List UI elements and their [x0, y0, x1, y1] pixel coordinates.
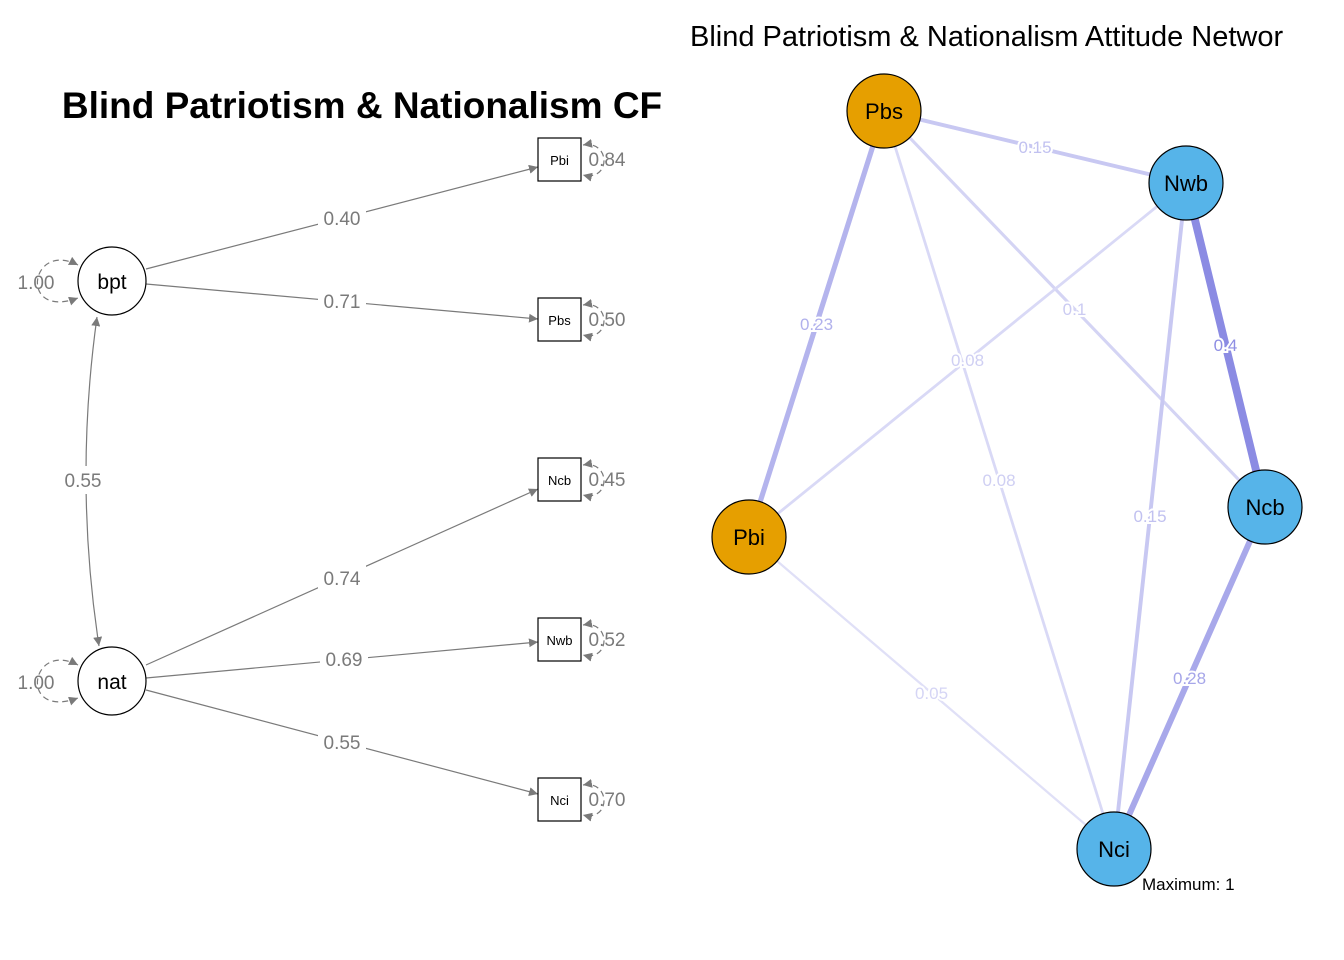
- loading-label-nat-ncb: 0.74: [324, 569, 361, 590]
- manifest-label-ncb: Ncb: [548, 473, 571, 488]
- edge-label-ncb-nci: 0.28: [1173, 669, 1206, 688]
- edge-pbi-nci: [747, 535, 1116, 851]
- manifest-label-pbs: Pbs: [548, 313, 571, 328]
- network-node-pbs: Pbs: [846, 73, 922, 149]
- latent-label-bpt: bpt: [97, 271, 126, 294]
- loading-label-nat-nwb: 0.69: [326, 650, 363, 671]
- manifest-node-ncb: Ncb 0.45: [537, 457, 626, 502]
- residual-loop-ncb: [582, 458, 605, 502]
- manifest-node-nci: Nci 0.70: [537, 777, 626, 822]
- node-circle: [1227, 469, 1303, 545]
- node-circle: [711, 499, 787, 575]
- network-node-nwb: Nwb: [1148, 145, 1224, 221]
- attitude-network-graph: Blind Patriotism & Nationalism Attitude …: [690, 21, 1303, 894]
- edge-pbs-ncb: [882, 109, 1267, 509]
- edge-label-pbi-nci: 0.05: [915, 684, 948, 703]
- loading-labels: 0.40 0.71 0.74 0.69 0.55: [318, 205, 368, 755]
- manifest-label-nci: Nci: [550, 793, 569, 808]
- loading-label-bg: [318, 565, 366, 591]
- residual-label-pbs: 0.50: [589, 310, 626, 331]
- edge-nwb-ncb: [1182, 179, 1269, 511]
- latent-node-nat: nat: [77, 646, 147, 716]
- edge-pbs-nwb: [882, 109, 1188, 185]
- loading-label-nat-nci: 0.55: [324, 733, 361, 754]
- manifest-node-pbs: Pbs 0.50: [537, 297, 626, 342]
- network-edge-labels: 0.15 0.23 0.1 0.08 0.08 0.4 0.15 0.28 0.05: [798, 136, 1239, 705]
- maximum-label: Maximum: 1: [1142, 875, 1235, 894]
- variance-loop-bpt: [36, 256, 79, 306]
- sem-title: Blind Patriotism & Nationalism CF: [62, 85, 662, 126]
- network-edges: [746, 108, 1269, 852]
- node-circle: [1148, 145, 1224, 221]
- loading-arrows: [145, 164, 539, 797]
- node-circle: [846, 73, 922, 149]
- manifest-label-nwb: Nwb: [546, 633, 572, 648]
- node-circle: [1076, 811, 1152, 887]
- edge-label-pbs-pbi: 0.23: [800, 315, 833, 334]
- network-node-ncb: Ncb: [1227, 469, 1303, 545]
- edge-label-pbs-nci: 0.08: [982, 471, 1015, 490]
- residual-loop-pbs: [582, 298, 605, 342]
- manifest-node-pbi: Pbi 0.84: [537, 137, 626, 182]
- residual-loop-nwb: [582, 618, 605, 662]
- loading-label-bpt-pbs: 0.71: [324, 292, 361, 313]
- residual-label-ncb: 0.45: [589, 470, 626, 491]
- manifest-label-pbi: Pbi: [550, 153, 569, 168]
- variance-label-nat: 1.00: [18, 673, 55, 694]
- manifest-node-nwb: Nwb 0.52: [537, 617, 626, 662]
- edge-label-nwb-pbi: 0.08: [951, 351, 984, 370]
- latent-variance-loops: 1.00 1.00: [18, 256, 79, 706]
- edge-ncb-nci: [1111, 504, 1268, 852]
- network-node-nci: Nci: [1076, 811, 1152, 887]
- network-title: Blind Patriotism & Nationalism Attitude …: [690, 21, 1283, 53]
- loading-label-bg: [318, 729, 366, 755]
- node-label-nci: Nci: [1098, 837, 1130, 862]
- edge-label-nwb-nci: 0.15: [1133, 507, 1166, 526]
- loading-label-bg: [318, 288, 366, 314]
- residual-loop-pbi: [582, 138, 605, 182]
- covariance-label-bg: [60, 466, 106, 494]
- edge-label-nwb-ncb: 0.4: [1214, 336, 1238, 355]
- node-label-nwb: Nwb: [1164, 171, 1208, 196]
- network-nodes: Pbs Nwb Pbi Ncb Nci: [711, 73, 1303, 887]
- residual-loop-nci: [582, 778, 605, 822]
- residual-label-nci: 0.70: [589, 790, 626, 811]
- edge-pbs-nci: [882, 109, 1116, 851]
- node-label-pbi: Pbi: [733, 525, 765, 550]
- edge-label-pbs-nwb: 0.15: [1018, 138, 1051, 157]
- residual-label-nwb: 0.52: [589, 630, 626, 651]
- node-label-ncb: Ncb: [1245, 495, 1284, 520]
- node-label-pbs: Pbs: [865, 99, 903, 124]
- network-node-pbi: Pbi: [711, 499, 787, 575]
- edge-nwb-nci: [1112, 181, 1188, 851]
- variance-label-bpt: 1.00: [18, 273, 55, 294]
- residual-label-pbi: 0.84: [589, 150, 626, 171]
- sem-path-diagram: Blind Patriotism & Nationalism CF 0.55 0…: [18, 85, 662, 822]
- edge-nwb-pbi: [747, 181, 1188, 539]
- covariance-label: 0.55: [65, 471, 102, 492]
- loading-label-bg: [320, 646, 368, 672]
- latent-label-nat: nat: [97, 671, 126, 694]
- edge-pbs-pbi: [746, 108, 887, 540]
- loading-label-bpt-pbi: 0.40: [324, 209, 361, 230]
- variance-loop-nat: [36, 656, 79, 706]
- edge-label-pbs-ncb: 0.1: [1063, 300, 1087, 319]
- loading-label-bg: [318, 205, 366, 231]
- latent-node-bpt: bpt: [77, 246, 147, 316]
